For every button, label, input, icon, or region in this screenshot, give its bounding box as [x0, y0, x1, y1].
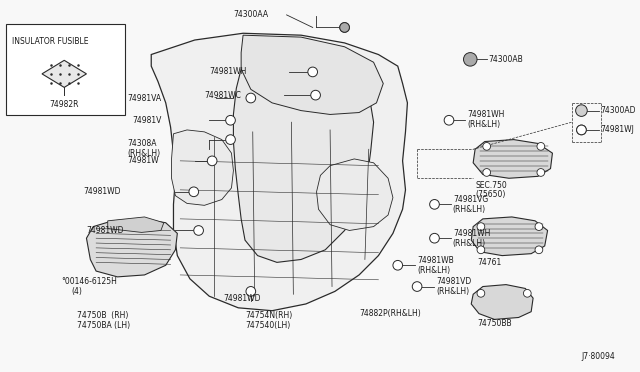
Text: 74300AA: 74300AA	[234, 10, 269, 19]
Circle shape	[477, 246, 484, 254]
Text: (75650): (75650)	[475, 190, 506, 199]
Circle shape	[477, 223, 484, 231]
Circle shape	[444, 115, 454, 125]
Ellipse shape	[463, 52, 477, 66]
Circle shape	[465, 55, 475, 64]
Ellipse shape	[575, 105, 588, 116]
Text: 74300AD: 74300AD	[601, 106, 636, 115]
Circle shape	[226, 135, 236, 144]
Text: 74981WH: 74981WH	[453, 229, 490, 238]
Text: 74981VG: 74981VG	[453, 195, 488, 204]
Polygon shape	[172, 130, 234, 205]
Circle shape	[429, 233, 439, 243]
Text: (4): (4)	[71, 287, 82, 296]
Text: (RH&LH): (RH&LH)	[453, 205, 486, 214]
Circle shape	[537, 142, 545, 150]
Circle shape	[483, 169, 491, 176]
Circle shape	[246, 93, 255, 103]
Polygon shape	[473, 140, 552, 178]
Circle shape	[477, 289, 484, 297]
Circle shape	[226, 115, 236, 125]
Text: 74981WD: 74981WD	[84, 187, 121, 196]
Bar	[6, 23, 125, 115]
Text: 74981VD: 74981VD	[436, 277, 472, 286]
Circle shape	[429, 199, 439, 209]
Text: (RH&LH): (RH&LH)	[467, 120, 500, 129]
Polygon shape	[317, 159, 393, 231]
Circle shape	[535, 246, 543, 254]
Polygon shape	[234, 47, 374, 262]
Text: 74882P(RH&LH): 74882P(RH&LH)	[359, 309, 421, 318]
Text: 74981WH: 74981WH	[209, 67, 246, 76]
Text: 74750B  (RH): 74750B (RH)	[77, 311, 128, 320]
Text: 74761: 74761	[477, 258, 501, 267]
Text: 74981WH: 74981WH	[467, 110, 505, 119]
Ellipse shape	[340, 23, 349, 32]
Text: (RH&LH): (RH&LH)	[127, 149, 160, 158]
Text: 74308A: 74308A	[127, 139, 157, 148]
Text: 74982R: 74982R	[49, 100, 79, 109]
Polygon shape	[108, 217, 164, 232]
Circle shape	[308, 67, 317, 77]
Text: (RH&LH): (RH&LH)	[436, 287, 470, 296]
Polygon shape	[471, 217, 548, 256]
Circle shape	[577, 125, 586, 135]
Circle shape	[412, 282, 422, 291]
Circle shape	[535, 223, 543, 231]
Text: 747540(LH): 747540(LH)	[245, 321, 291, 330]
Polygon shape	[151, 33, 408, 311]
Text: (RH&LH): (RH&LH)	[417, 266, 450, 275]
Circle shape	[194, 226, 204, 235]
Circle shape	[577, 125, 586, 135]
Text: 74981WJ: 74981WJ	[601, 125, 635, 134]
Circle shape	[189, 187, 198, 197]
Circle shape	[524, 289, 531, 297]
Text: SEC.750: SEC.750	[475, 180, 507, 189]
Polygon shape	[471, 285, 533, 320]
Text: 74754N(RH): 74754N(RH)	[245, 311, 292, 320]
Text: J7·80094: J7·80094	[582, 352, 615, 360]
Circle shape	[537, 169, 545, 176]
Text: 74981W: 74981W	[127, 156, 159, 166]
Polygon shape	[241, 35, 383, 115]
Text: INSULATOR FUSIBLE: INSULATOR FUSIBLE	[12, 37, 88, 46]
Polygon shape	[86, 219, 177, 277]
Text: 74981WB: 74981WB	[417, 256, 454, 265]
Circle shape	[340, 23, 349, 32]
Text: 74981WD: 74981WD	[86, 226, 124, 235]
Circle shape	[207, 156, 217, 166]
Text: 74981WD: 74981WD	[224, 294, 261, 303]
Text: 74981VA: 74981VA	[127, 93, 161, 103]
Text: °00146-6125H: °00146-6125H	[61, 277, 117, 286]
Circle shape	[483, 142, 491, 150]
Circle shape	[577, 106, 586, 115]
Text: 74750BB: 74750BB	[477, 319, 511, 328]
Text: (RH&LH): (RH&LH)	[453, 238, 486, 247]
Text: 74750BA (LH): 74750BA (LH)	[77, 321, 130, 330]
Text: 74300AB: 74300AB	[488, 55, 524, 64]
Polygon shape	[42, 60, 86, 87]
Circle shape	[311, 90, 321, 100]
Circle shape	[246, 286, 255, 296]
Circle shape	[393, 260, 403, 270]
Text: 74981V: 74981V	[132, 116, 161, 125]
Text: 74981WC: 74981WC	[204, 91, 241, 100]
